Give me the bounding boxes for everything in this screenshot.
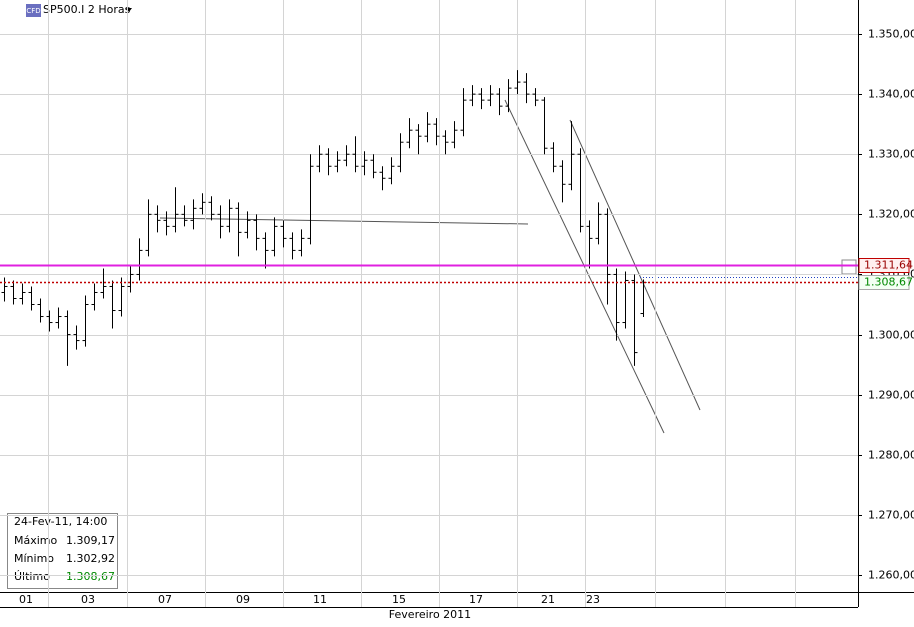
y-tick-label: 1.320,00 <box>868 208 914 221</box>
x-tick-label: 15 <box>392 593 406 606</box>
cfd-icon-text: CFD <box>26 7 40 15</box>
trendline <box>159 217 529 225</box>
x-tick-label: 23 <box>586 593 600 606</box>
info-value: 1.302,92 <box>66 552 115 565</box>
info-label: Mínimo <box>14 552 54 565</box>
info-date: 24-Fev-11, 14:00 <box>14 515 107 528</box>
info-label: Último <box>14 570 50 583</box>
x-tick-label: 17 <box>469 593 483 606</box>
info-value: 1.309,17 <box>66 534 115 547</box>
x-tick-label: 01 <box>19 593 33 606</box>
x-tick-label: 21 <box>541 593 555 606</box>
x-axis-title: Fevereiro 2011 <box>389 608 471 621</box>
info-value: 1.308,67 <box>66 570 115 583</box>
alert-icon[interactable] <box>841 259 857 275</box>
cfd-icon <box>26 4 41 17</box>
y-tick-label: 1.330,00 <box>868 148 914 161</box>
price-label-box <box>858 275 910 290</box>
y-tick-label: 1.280,00 <box>868 449 914 462</box>
y-tick-label: 1.300,00 <box>868 329 914 342</box>
x-tick-label: 03 <box>81 593 95 606</box>
y-tick-label: 1.340,00 <box>868 88 914 101</box>
y-tick-label: 1.350,00 <box>868 28 914 41</box>
info-label: Máximo <box>14 534 58 547</box>
price-label: 1.311,64 <box>864 259 913 272</box>
y-tick-label: 1.290,00 <box>868 389 914 402</box>
x-tick-label: 07 <box>158 593 172 606</box>
x-tick-label: 09 <box>236 593 250 606</box>
price-label: 1.308,67 <box>864 276 913 289</box>
info-box: 24-Fev-11, 14:00 Máximo 1.309,17 Mínimo 1.3… <box>7 513 118 589</box>
x-tick-label: 11 <box>313 593 327 606</box>
y-tick-label: 1.260,00 <box>868 569 914 582</box>
y-tick-label: 1.270,00 <box>868 509 914 522</box>
chart-title[interactable]: SP500.I 2 Horas <box>43 3 131 16</box>
price-label-box <box>858 258 910 273</box>
